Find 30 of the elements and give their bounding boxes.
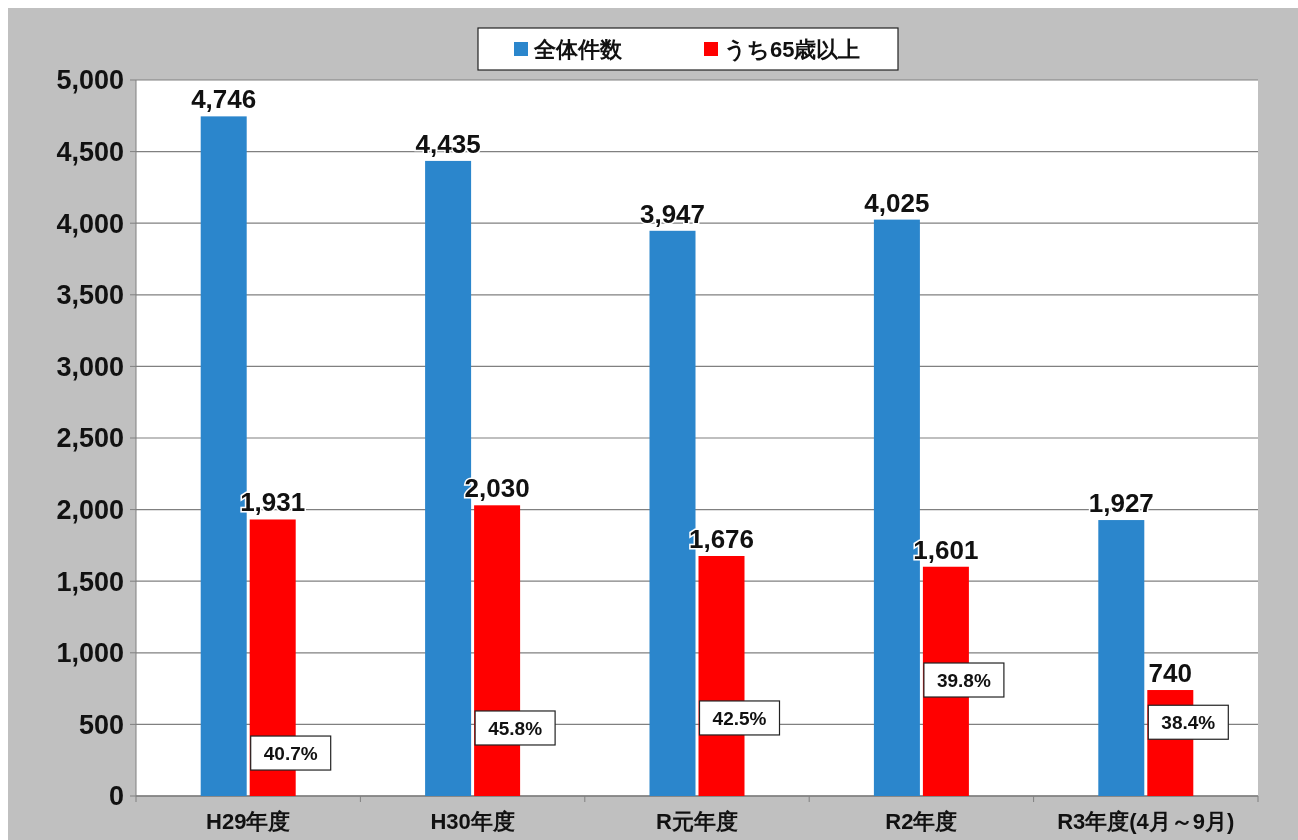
data-label: 1,927	[1088, 488, 1154, 519]
data-label: 4,746	[191, 84, 257, 115]
y-tick-label: 2,500	[56, 423, 124, 454]
y-tick-label: 3,500	[56, 280, 124, 311]
x-tick-label: H30年度	[430, 809, 515, 834]
y-tick-label: 4,000	[56, 208, 124, 239]
data-label: 4,435	[415, 128, 481, 159]
y-tick-label: 2,000	[56, 495, 124, 526]
annotation: 45.8%	[488, 717, 543, 739]
y-tick-label: 3,000	[56, 351, 124, 382]
bar	[1098, 520, 1145, 796]
y-tick-label: 500	[78, 709, 124, 740]
x-tick-label: H29年度	[206, 809, 291, 834]
annotation: 40.7%	[263, 742, 318, 764]
data-label: 4,025	[864, 187, 930, 218]
y-tick-label: 0	[108, 781, 124, 812]
annotation: 38.4%	[1161, 711, 1216, 733]
data-label: 3,947	[639, 198, 706, 229]
y-tick-label: 1,500	[56, 566, 124, 597]
legend-label: 全体件数	[533, 36, 623, 62]
y-tick-label: 1,000	[56, 638, 124, 669]
annotation: 42.5%	[712, 707, 767, 729]
y-tick-label: 5,000	[56, 65, 124, 96]
data-label: 740	[1148, 658, 1192, 689]
annotation: 39.8%	[936, 669, 991, 691]
x-tick-label: R元年度	[656, 809, 738, 834]
legend-label: うち65歳以上	[724, 36, 861, 62]
x-tick-label: R3年度(4月～9月)	[1057, 809, 1235, 834]
y-tick-label: 4,500	[56, 137, 124, 168]
x-tick-label: R2年度	[885, 809, 958, 834]
